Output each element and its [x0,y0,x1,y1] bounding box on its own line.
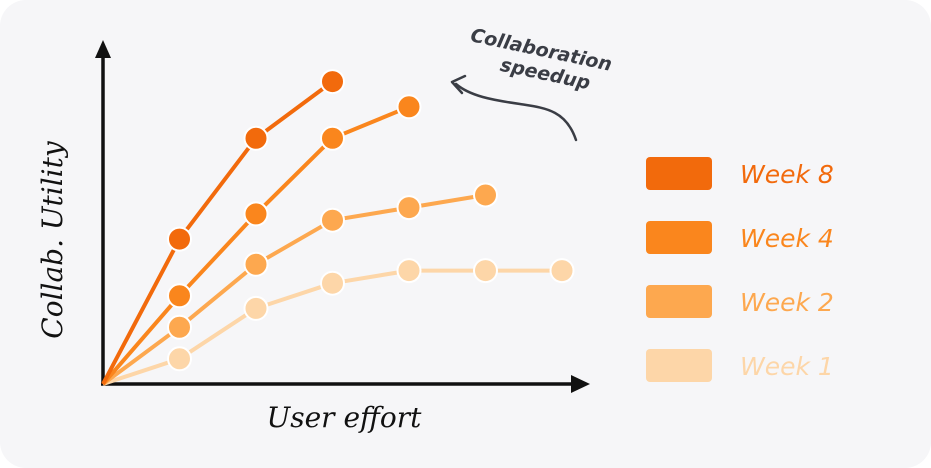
data-point-week-8 [243,125,269,151]
data-point-week-1 [396,258,422,284]
annotation-arrow [454,82,578,142]
legend-swatch-week-1 [646,349,712,382]
y-axis-title: Collab. Utility [36,140,69,339]
annotation-arrow-head [450,74,467,95]
data-point-week-2 [396,195,422,221]
legend: Week 8 Week 4 Week 2 Week 1 [646,157,834,382]
series-layer [101,69,575,386]
legend-swatch-week-8 [646,157,712,190]
data-point-week-4 [167,283,192,309]
y-axis-arrow [95,40,111,58]
data-point-week-1 [167,346,192,372]
x-axis-arrow [571,375,590,393]
data-point-week-2 [167,314,192,340]
data-point-week-2 [243,251,269,277]
legend-label-week-2: Week 2 [740,288,834,317]
data-point-week-1 [549,258,575,284]
legend-label-week-1: Week 1 [740,352,834,381]
legend-label-week-8: Week 8 [740,160,834,189]
data-point-week-4 [243,201,269,227]
data-point-week-4 [320,125,345,151]
data-point-week-8 [320,69,345,95]
legend-swatch-week-2 [646,285,712,318]
data-point-week-8 [167,226,192,252]
data-point-week-2 [473,182,498,208]
data-point-week-1 [473,258,498,284]
data-point-week-1 [243,295,269,321]
legend-swatch-week-4 [646,221,712,254]
series-line-week-8 [101,79,334,385]
data-point-week-1 [320,270,345,296]
series-line-week-2 [101,193,486,386]
data-point-week-4 [396,94,422,120]
x-axis-title: User effort [267,401,422,434]
data-point-week-2 [320,207,345,233]
legend-label-week-4: Week 4 [740,224,834,253]
